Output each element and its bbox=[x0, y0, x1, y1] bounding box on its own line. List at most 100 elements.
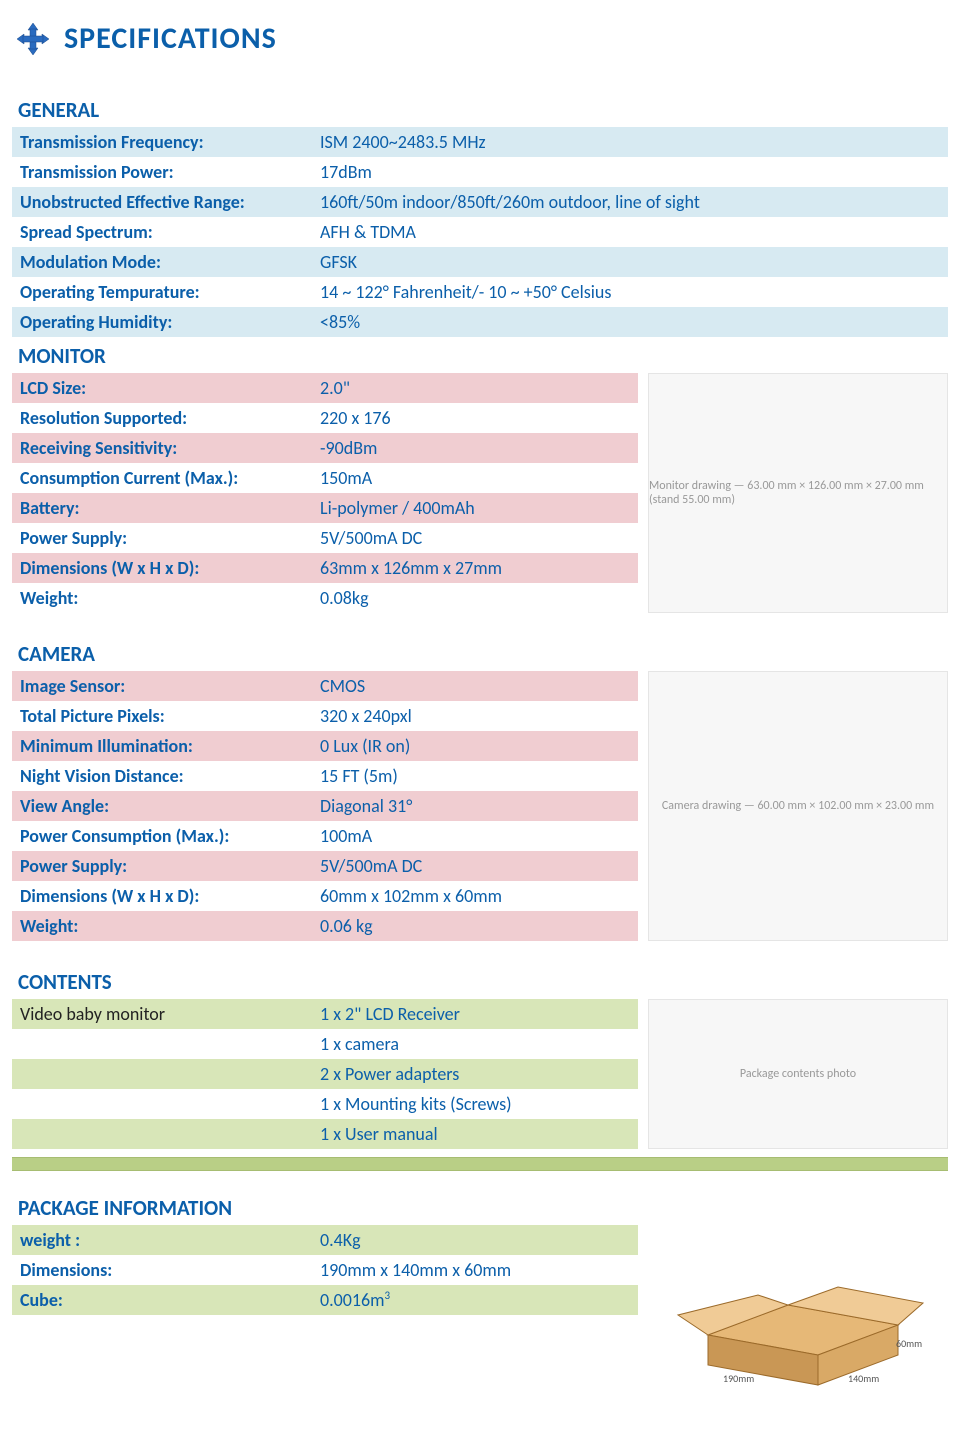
svg-text:190mm: 190mm bbox=[723, 1372, 754, 1385]
contents-item: 1 x Mounting kits (Screws) bbox=[312, 1089, 638, 1119]
contents-row: 1 x Mounting kits (Screws) bbox=[12, 1089, 638, 1119]
camera-value: 0 Lux (IR on) bbox=[312, 731, 638, 761]
general-label: Spread Spectrum: bbox=[12, 217, 312, 247]
table-row: Consumption Current (Max.):150mA bbox=[12, 463, 638, 493]
table-row: Transmission Power:17dBm bbox=[12, 157, 948, 187]
table-row: Resolution Supported:220 x 176 bbox=[12, 403, 638, 433]
monitor-value: 220 x 176 bbox=[312, 403, 638, 433]
table-row: Operating Humidity:<85% bbox=[12, 307, 948, 337]
general-label: Transmission Power: bbox=[12, 157, 312, 187]
monitor-value: -90dBm bbox=[312, 433, 638, 463]
contents-divider-bar bbox=[12, 1157, 948, 1171]
table-row: Weight:0.08kg bbox=[12, 583, 638, 613]
camera-value: 60mm x 102mm x 60mm bbox=[312, 881, 638, 911]
camera-value: Diagonal 31° bbox=[312, 791, 638, 821]
svg-text:140mm: 140mm bbox=[848, 1372, 879, 1385]
monitor-value: Li-polymer / 400mAh bbox=[312, 493, 638, 523]
table-row: Total Picture Pixels:320 x 240pxl bbox=[12, 701, 638, 731]
general-label: Transmission Frequency: bbox=[12, 127, 312, 157]
package-label: Cube: bbox=[12, 1285, 312, 1315]
contents-item: 1 x camera bbox=[312, 1029, 638, 1059]
table-row: Receiving Sensitivity:-90dBm bbox=[12, 433, 638, 463]
camera-dimensions-image: Camera drawing — 60.00 mm × 102.00 mm × … bbox=[648, 671, 948, 941]
camera-value: 100mA bbox=[312, 821, 638, 851]
table-row: Night Vision Distance:15 FT (5m) bbox=[12, 761, 638, 791]
table-row: Modulation Mode:GFSK bbox=[12, 247, 948, 277]
camera-label: Minimum Illumination: bbox=[12, 731, 312, 761]
table-row: LCD Size:2.0" bbox=[12, 373, 638, 403]
contents-row: 1 x User manual bbox=[12, 1119, 638, 1149]
monitor-label: Power Supply: bbox=[12, 523, 312, 553]
contents-left-label bbox=[12, 1119, 312, 1149]
contents-photo: Package contents photo bbox=[648, 999, 948, 1149]
camera-value: 15 FT (5m) bbox=[312, 761, 638, 791]
general-value: 14 ~ 122° Fahrenheit/- 10 ~ +50° Celsius bbox=[312, 277, 948, 307]
contents-item: 1 x 2" LCD Receiver bbox=[312, 999, 638, 1029]
table-monitor: LCD Size:2.0"Resolution Supported:220 x … bbox=[12, 373, 638, 613]
table-row: Transmission Frequency:ISM 2400~2483.5 M… bbox=[12, 127, 948, 157]
contents-left-label bbox=[12, 1089, 312, 1119]
camera-value: 5V/500mA DC bbox=[312, 851, 638, 881]
contents-row: Video baby monitor1 x 2" LCD Receiver bbox=[12, 999, 638, 1029]
section-title-camera: CAMERA bbox=[12, 635, 948, 671]
contents-left-label bbox=[12, 1029, 312, 1059]
table-row: Minimum Illumination:0 Lux (IR on) bbox=[12, 731, 638, 761]
camera-value: 320 x 240pxl bbox=[312, 701, 638, 731]
table-row: Cube:0.0016m3 bbox=[12, 1285, 638, 1315]
table-row: Power Supply:5V/500mA DC bbox=[12, 523, 638, 553]
svg-text:60mm: 60mm bbox=[896, 1337, 922, 1350]
camera-label: View Angle: bbox=[12, 791, 312, 821]
page-header: SPECIFICATIONS bbox=[12, 20, 948, 57]
table-row: weight :0.4Kg bbox=[12, 1225, 638, 1255]
monitor-value: 5V/500mA DC bbox=[312, 523, 638, 553]
general-value: GFSK bbox=[312, 247, 948, 277]
package-value: 190mm x 140mm x 60mm bbox=[312, 1255, 638, 1285]
monitor-value: 63mm x 126mm x 27mm bbox=[312, 553, 638, 583]
monitor-label: Consumption Current (Max.): bbox=[12, 463, 312, 493]
contents-row: 1 x camera bbox=[12, 1029, 638, 1059]
monitor-label: Receiving Sensitivity: bbox=[12, 433, 312, 463]
camera-value: CMOS bbox=[312, 671, 638, 701]
camera-label: Power Consumption (Max.): bbox=[12, 821, 312, 851]
camera-label: Weight: bbox=[12, 911, 312, 941]
table-row: Operating Tempurature:14 ~ 122° Fahrenhe… bbox=[12, 277, 948, 307]
contents-item: 2 x Power adapters bbox=[312, 1059, 638, 1089]
camera-label: Total Picture Pixels: bbox=[12, 701, 312, 731]
package-label: Dimensions: bbox=[12, 1255, 312, 1285]
package-value: 0.4Kg bbox=[312, 1225, 638, 1255]
general-value: ISM 2400~2483.5 MHz bbox=[312, 127, 948, 157]
general-label: Modulation Mode: bbox=[12, 247, 312, 277]
monitor-value: 2.0" bbox=[312, 373, 638, 403]
general-label: Operating Humidity: bbox=[12, 307, 312, 337]
monitor-label: Resolution Supported: bbox=[12, 403, 312, 433]
contents-row: 2 x Power adapters bbox=[12, 1059, 638, 1089]
contents-item: 1 x User manual bbox=[312, 1119, 638, 1149]
monitor-label: Weight: bbox=[12, 583, 312, 613]
section-title-general: GENERAL bbox=[12, 91, 948, 127]
package-box-image: 190mm 140mm 60mm bbox=[648, 1225, 948, 1395]
table-row: Unobstructed Effective Range:160ft/50m i… bbox=[12, 187, 948, 217]
camera-label: Night Vision Distance: bbox=[12, 761, 312, 791]
table-row: Dimensions:190mm x 140mm x 60mm bbox=[12, 1255, 638, 1285]
move-arrows-icon bbox=[16, 22, 50, 56]
package-value: 0.0016m3 bbox=[312, 1285, 638, 1315]
monitor-label: LCD Size: bbox=[12, 373, 312, 403]
contents-left-label: Video baby monitor bbox=[12, 999, 312, 1029]
contents-list: Video baby monitor1 x 2" LCD Receiver1 x… bbox=[12, 999, 638, 1149]
table-row: Weight:0.06 kg bbox=[12, 911, 638, 941]
monitor-dimensions-image: Monitor drawing — 63.00 mm × 126.00 mm ×… bbox=[648, 373, 948, 613]
camera-value: 0.06 kg bbox=[312, 911, 638, 941]
section-title-package: PACKAGE INFORMATION bbox=[12, 1189, 948, 1225]
general-value: AFH & TDMA bbox=[312, 217, 948, 247]
table-camera: Image Sensor:CMOSTotal Picture Pixels:32… bbox=[12, 671, 638, 941]
monitor-value: 0.08kg bbox=[312, 583, 638, 613]
package-label: weight : bbox=[12, 1225, 312, 1255]
monitor-value: 150mA bbox=[312, 463, 638, 493]
camera-label: Dimensions (W x H x D): bbox=[12, 881, 312, 911]
table-row: Power Supply:5V/500mA DC bbox=[12, 851, 638, 881]
general-label: Unobstructed Effective Range: bbox=[12, 187, 312, 217]
section-title-monitor: MONITOR bbox=[12, 337, 948, 373]
table-row: View Angle:Diagonal 31° bbox=[12, 791, 638, 821]
table-row: Spread Spectrum:AFH & TDMA bbox=[12, 217, 948, 247]
general-value: <85% bbox=[312, 307, 948, 337]
